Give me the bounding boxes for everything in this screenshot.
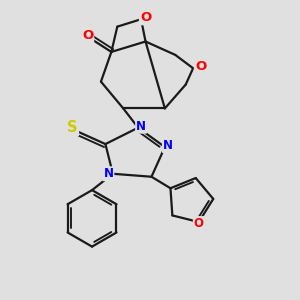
Text: O: O [195,60,206,73]
Text: N: N [163,139,173,152]
Text: N: N [136,120,146,133]
Text: O: O [140,11,151,24]
Text: O: O [82,29,93,42]
Text: S: S [68,120,78,135]
Text: O: O [194,217,204,230]
Text: N: N [103,167,113,180]
